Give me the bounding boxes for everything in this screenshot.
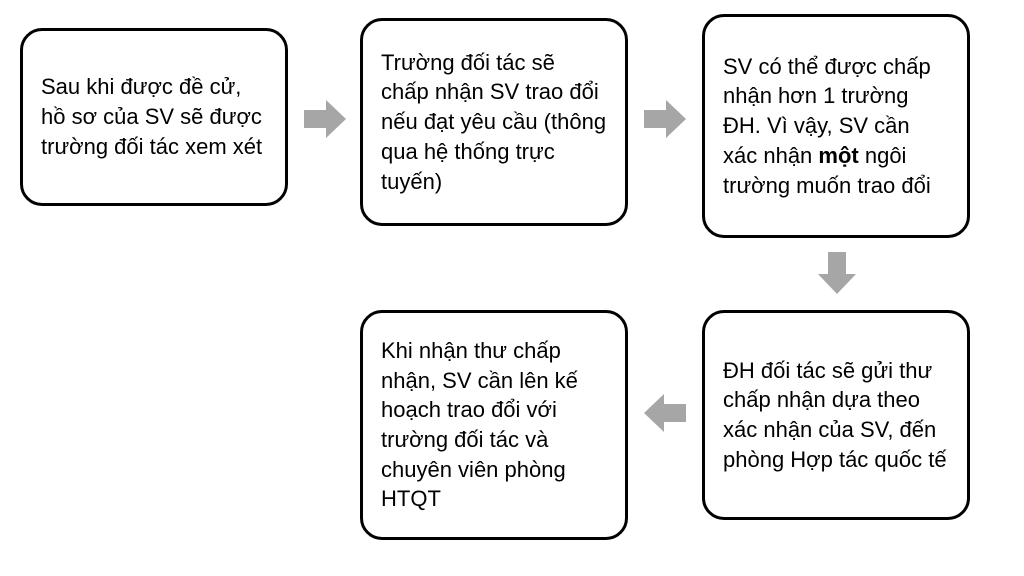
flow-node-4: ĐH đối tác sẽ gửi thư chấp nhận dựa theo… xyxy=(702,310,970,520)
arrow-right-icon xyxy=(304,100,346,138)
arrow-shape xyxy=(818,252,856,294)
arrow-left-icon xyxy=(644,394,686,432)
flow-node-2-text: Trường đối tác sẽ chấp nhận SV trao đổi … xyxy=(381,48,607,196)
arrow-shape xyxy=(644,394,686,432)
flow-node-4-text: ĐH đối tác sẽ gửi thư chấp nhận dựa theo… xyxy=(723,356,949,475)
flow-node-5-text: Khi nhận thư chấp nhận, SV cần lên kế ho… xyxy=(381,336,607,514)
flow-node-1-text: Sau khi được đề cử, hồ sơ của SV sẽ được… xyxy=(41,72,267,161)
flow-node-1: Sau khi được đề cử, hồ sơ của SV sẽ được… xyxy=(20,28,288,206)
flow-node-3-text: SV có thể được chấp nhận hơn 1 trường ĐH… xyxy=(723,52,949,200)
flow-node-3: SV có thể được chấp nhận hơn 1 trường ĐH… xyxy=(702,14,970,238)
flow-node-2: Trường đối tác sẽ chấp nhận SV trao đổi … xyxy=(360,18,628,226)
arrow-right-icon xyxy=(644,100,686,138)
flow-node-5: Khi nhận thư chấp nhận, SV cần lên kế ho… xyxy=(360,310,628,540)
arrow-shape xyxy=(644,100,686,138)
arrow-down-icon xyxy=(818,252,856,294)
arrow-shape xyxy=(304,100,346,138)
